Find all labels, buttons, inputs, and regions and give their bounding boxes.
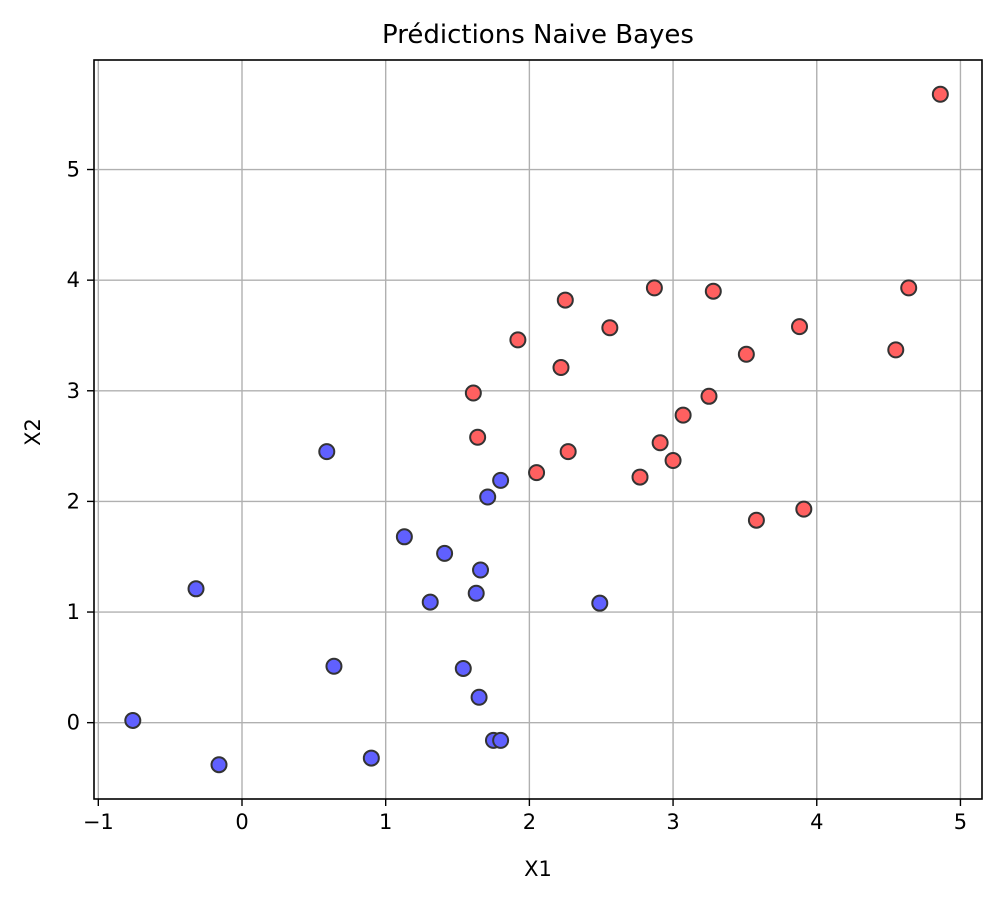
data-point-class-1 <box>651 434 669 452</box>
data-point-class-0 <box>492 731 510 749</box>
data-point-class-0 <box>187 580 205 598</box>
x-axis-ticks: −1 0 1 2 3 4 5 <box>83 799 967 834</box>
data-point-class-0 <box>492 471 510 489</box>
data-point-class-1 <box>631 468 649 486</box>
y-tick-label: 5 <box>67 158 80 182</box>
data-point-class-0 <box>124 711 142 729</box>
data-point-class-0 <box>395 528 413 546</box>
data-point-class-1 <box>795 500 813 518</box>
data-point-class-1 <box>674 406 692 424</box>
data-point-class-1 <box>601 319 619 337</box>
y-tick-label: 2 <box>67 489 80 513</box>
data-point-class-1 <box>469 428 487 446</box>
data-point-class-0 <box>325 657 343 675</box>
y-tick-label: 4 <box>67 268 80 292</box>
data-point-class-1 <box>747 511 765 529</box>
data-point-class-0 <box>472 561 490 579</box>
x-tick-label: 0 <box>235 810 248 834</box>
data-point-class-1 <box>528 464 546 482</box>
data-point-class-1 <box>509 331 527 349</box>
data-point-class-1 <box>700 387 718 405</box>
data-point-class-0 <box>210 756 228 774</box>
y-axis-label: X2 <box>21 418 45 446</box>
data-point-class-1 <box>737 345 755 363</box>
grid-lines <box>94 60 982 799</box>
x-tick-label: 1 <box>379 810 392 834</box>
x-tick-label: −1 <box>83 810 114 834</box>
y-tick-label: 0 <box>67 711 80 735</box>
data-point-class-0 <box>436 544 454 562</box>
data-point-class-1 <box>704 282 722 300</box>
data-point-class-1 <box>900 279 918 297</box>
plot-frame <box>93 59 983 800</box>
x-tick-label: 3 <box>666 810 679 834</box>
x-tick-label: 5 <box>954 810 967 834</box>
data-point-class-0 <box>470 688 488 706</box>
data-point-class-1 <box>664 451 682 469</box>
data-point-class-1 <box>645 279 663 297</box>
y-axis-ticks: 0 1 2 3 4 5 <box>67 158 94 735</box>
data-point-class-1 <box>559 443 577 461</box>
data-point-class-0 <box>454 659 472 677</box>
data-point-class-1 <box>931 85 949 103</box>
data-point-class-1 <box>552 359 570 377</box>
data-point-class-1 <box>791 318 809 336</box>
data-points <box>124 85 949 774</box>
x-axis-label: X1 <box>524 857 552 881</box>
data-point-class-0 <box>421 593 439 611</box>
data-point-class-0 <box>479 488 497 506</box>
data-point-class-1 <box>556 291 574 309</box>
data-point-class-0 <box>467 584 485 602</box>
data-point-class-0 <box>362 749 380 767</box>
x-tick-label: 2 <box>523 810 536 834</box>
y-tick-label: 1 <box>67 600 80 624</box>
data-point-class-1 <box>464 384 482 402</box>
y-tick-label: 3 <box>67 379 80 403</box>
x-tick-label: 4 <box>810 810 823 834</box>
data-point-class-1 <box>887 341 905 359</box>
data-point-class-0 <box>591 594 609 612</box>
data-point-class-0 <box>318 443 336 461</box>
chart-title: Prédictions Naive Bayes <box>382 20 694 50</box>
